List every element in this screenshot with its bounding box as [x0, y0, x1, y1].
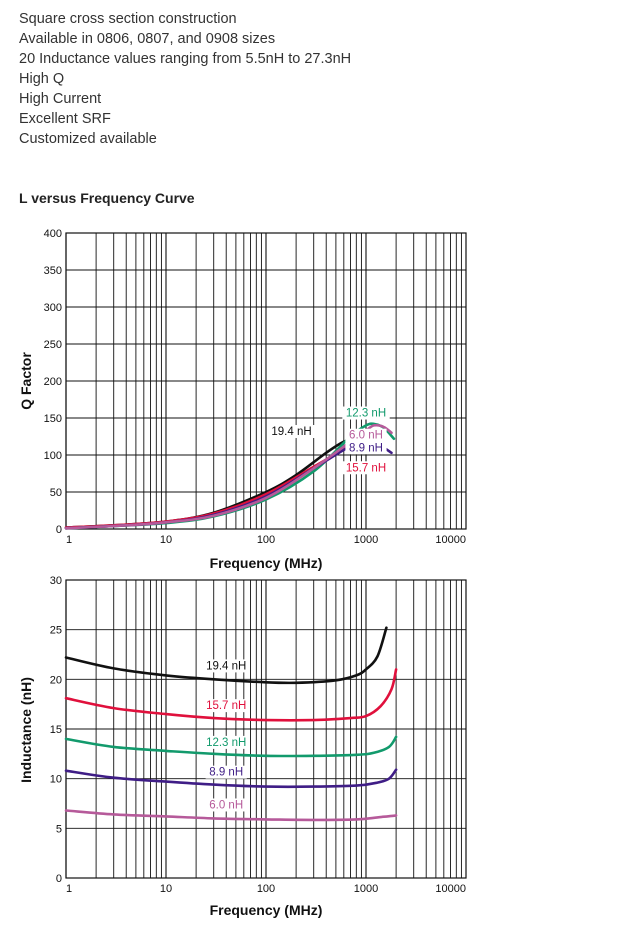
y-tick-label: 100	[44, 450, 62, 462]
series-line	[64, 626, 388, 685]
series-label-bg	[205, 765, 247, 779]
x-tick-label: 10	[160, 883, 172, 895]
feature-list: Square cross section construction Availa…	[19, 9, 351, 149]
series-label: 15.7 nH	[346, 462, 386, 474]
y-axis-title: Inductance (nH)	[18, 677, 34, 783]
y-tick-label: 200	[44, 376, 62, 388]
series-label: 19.4 nH	[206, 660, 246, 672]
series-label-bg	[345, 428, 387, 442]
series-label-bg	[202, 659, 250, 673]
series-label-bg	[202, 735, 250, 749]
y-tick-label: 300	[44, 302, 62, 314]
series-line	[64, 735, 398, 758]
series-line	[64, 423, 393, 530]
x-tick-label: 10	[160, 534, 172, 546]
series-line	[64, 768, 398, 789]
x-tick-label: 1000	[354, 883, 378, 895]
x-tick-label: 100	[257, 883, 275, 895]
x-axis-title: Frequency (MHz)	[210, 902, 323, 918]
feature-item: Square cross section construction	[19, 11, 237, 27]
y-tick-label: 150	[44, 413, 62, 425]
series-label-bg	[205, 798, 247, 812]
grid	[65, 232, 466, 530]
y-axis-title: Q Factor	[18, 352, 34, 410]
series-label: 6.0 nH	[349, 430, 383, 442]
x-axis-title: Frequency (MHz)	[210, 555, 323, 571]
y-tick-label: 20	[50, 674, 62, 686]
grid	[65, 579, 466, 879]
series-label-bg	[202, 699, 250, 713]
y-tick-label: 25	[50, 625, 62, 637]
y-tick-label: 400	[44, 228, 62, 240]
x-tick-label: 10000	[435, 534, 466, 546]
y-tick-label: 15	[50, 724, 62, 736]
series-label: 12.3 nH	[206, 737, 246, 749]
x-tick-label: 1	[66, 534, 72, 546]
x-tick-label: 100	[257, 534, 275, 546]
series-label-bg	[342, 461, 390, 475]
inductance-chart: 0 5 10 15 20 25 30 1 10 100 1000 10000 Frequency (MH…	[18, 575, 467, 918]
y-tick-label: 350	[44, 265, 62, 277]
series-label-bg	[267, 425, 316, 439]
section-title: L versus Frequency Curve	[19, 190, 195, 206]
series-label: 8.9 nH	[209, 767, 243, 779]
y-tick-label: 5	[56, 823, 62, 835]
x-tick-label: 1	[66, 883, 72, 895]
series-label: 8.9 nH	[349, 442, 383, 454]
q-factor-chart: 0 50 100 150 200 250 300 350 400 1 10 100 1000 10000 F…	[18, 228, 467, 571]
y-tick-label: 0	[56, 873, 62, 885]
y-tick-label: 10	[50, 774, 62, 786]
series-line	[64, 809, 398, 822]
feature-item: High Current	[19, 91, 102, 107]
series-label: 19.4 nH	[271, 426, 311, 438]
series-line	[64, 668, 398, 722]
y-tick-label: 50	[50, 487, 62, 499]
x-tick-label: 1000	[354, 534, 378, 546]
feature-item: 20 Inductance values ranging from 5.5nH …	[19, 51, 352, 67]
feature-item: Available in 0806, 0807, and 0908 sizes	[19, 31, 276, 47]
y-tick-label: 30	[50, 575, 62, 587]
y-tick-label: 0	[56, 524, 62, 536]
feature-item: High Q	[19, 71, 65, 87]
series-label: 15.7 nH	[206, 700, 246, 712]
series-label-bg	[345, 441, 387, 455]
x-tick-label: 10000	[435, 883, 466, 895]
y-tick-label: 250	[44, 339, 62, 351]
series-label: 6.0 nH	[209, 799, 243, 811]
series-label: 12.3 nH	[346, 408, 386, 420]
feature-item: Customized available	[19, 131, 157, 147]
feature-item: Excellent SRF	[19, 111, 111, 127]
series-label-bg	[342, 406, 390, 420]
